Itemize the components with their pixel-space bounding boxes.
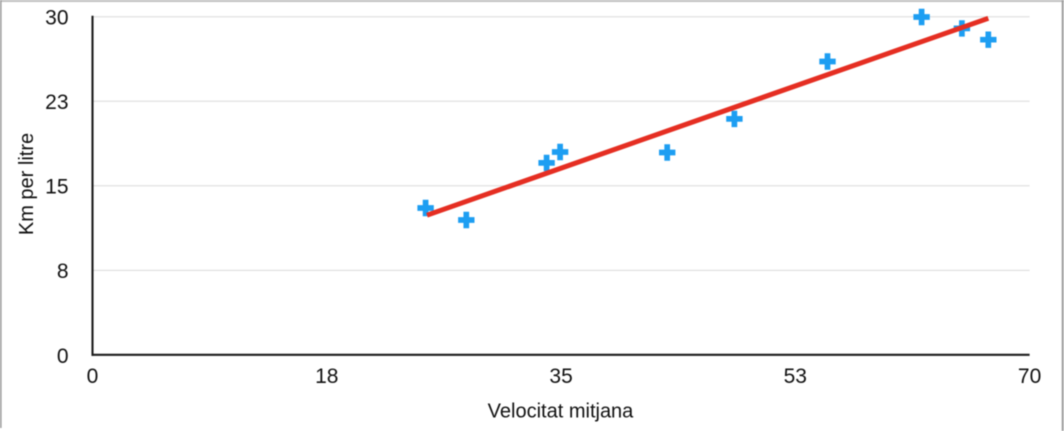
svg-text:18: 18 bbox=[315, 365, 338, 388]
svg-text:30: 30 bbox=[45, 7, 68, 30]
svg-text:53: 53 bbox=[784, 365, 807, 388]
svg-text:Velocitat mitjana: Velocitat mitjana bbox=[488, 400, 635, 422]
svg-text:Km per litre: Km per litre bbox=[16, 133, 38, 235]
svg-text:35: 35 bbox=[549, 365, 572, 388]
svg-text:0: 0 bbox=[87, 365, 99, 388]
svg-text:23: 23 bbox=[45, 91, 68, 114]
svg-text:0: 0 bbox=[57, 345, 69, 368]
svg-text:15: 15 bbox=[45, 176, 68, 199]
svg-text:8: 8 bbox=[57, 260, 69, 283]
svg-text:70: 70 bbox=[1018, 365, 1041, 388]
